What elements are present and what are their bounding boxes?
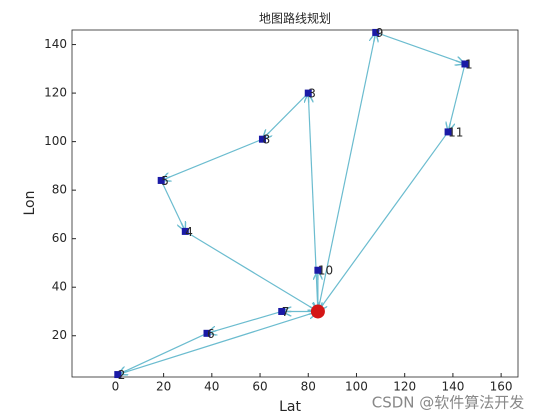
y-tick-label: 40 xyxy=(52,280,67,294)
point-label: 4 xyxy=(185,225,193,239)
point-marker xyxy=(304,89,312,97)
route-arrow xyxy=(448,63,466,132)
point-marker xyxy=(181,227,189,235)
y-tick-label: 20 xyxy=(52,328,67,342)
y-tick-label: 100 xyxy=(44,134,67,148)
point-label: 6 xyxy=(207,327,215,341)
point-label: 7 xyxy=(282,305,290,319)
route-arrow xyxy=(262,92,309,139)
x-tick-label: 20 xyxy=(156,380,171,394)
route-arrow xyxy=(184,230,318,311)
x-axis-label: Lat xyxy=(279,399,301,415)
point-label: 8 xyxy=(262,133,270,147)
point-label: 10 xyxy=(318,264,333,278)
point-label: 2 xyxy=(118,368,126,382)
y-tick-label: 80 xyxy=(52,183,67,197)
route-arrow xyxy=(375,31,465,64)
point-label: 3 xyxy=(308,87,316,101)
plot-area xyxy=(71,29,519,378)
route-arrow xyxy=(317,32,376,312)
x-tick-label: 40 xyxy=(204,380,219,394)
point-marker xyxy=(444,128,452,136)
x-tick-label: 120 xyxy=(393,380,416,394)
x-tick-label: 140 xyxy=(441,380,464,394)
x-tick-label: 100 xyxy=(345,380,368,394)
route-arrow xyxy=(207,310,282,333)
point-marker xyxy=(258,135,266,143)
chart-title: 地图路线规划 xyxy=(259,11,331,26)
route-arrow xyxy=(318,131,449,312)
point-label: 11 xyxy=(448,125,463,139)
route-arrow xyxy=(117,311,318,376)
y-tick-label: 60 xyxy=(52,231,67,245)
y-axis-label: Lon xyxy=(22,191,38,216)
point-label: 9 xyxy=(376,26,384,40)
x-tick-label: 60 xyxy=(252,380,267,394)
point-marker xyxy=(278,307,286,315)
point-label: 1 xyxy=(465,57,473,71)
x-tick-label: 160 xyxy=(490,380,513,394)
route-arrow xyxy=(160,180,185,231)
point-marker xyxy=(372,28,380,36)
depot-marker xyxy=(310,304,325,319)
point-marker xyxy=(114,371,122,379)
x-tick-label: 80 xyxy=(301,380,316,394)
point-marker xyxy=(314,266,322,274)
point-marker xyxy=(157,176,165,184)
y-tick-label: 120 xyxy=(44,86,67,100)
point-marker xyxy=(461,60,469,68)
point-marker xyxy=(203,329,211,337)
watermark: CSDN @软件算法开发 xyxy=(372,394,525,412)
point-label: 5 xyxy=(161,174,169,188)
route-arrow xyxy=(161,138,263,180)
route-arrow xyxy=(118,332,208,374)
y-tick-label: 140 xyxy=(44,37,67,51)
x-tick-label: 0 xyxy=(112,380,120,394)
